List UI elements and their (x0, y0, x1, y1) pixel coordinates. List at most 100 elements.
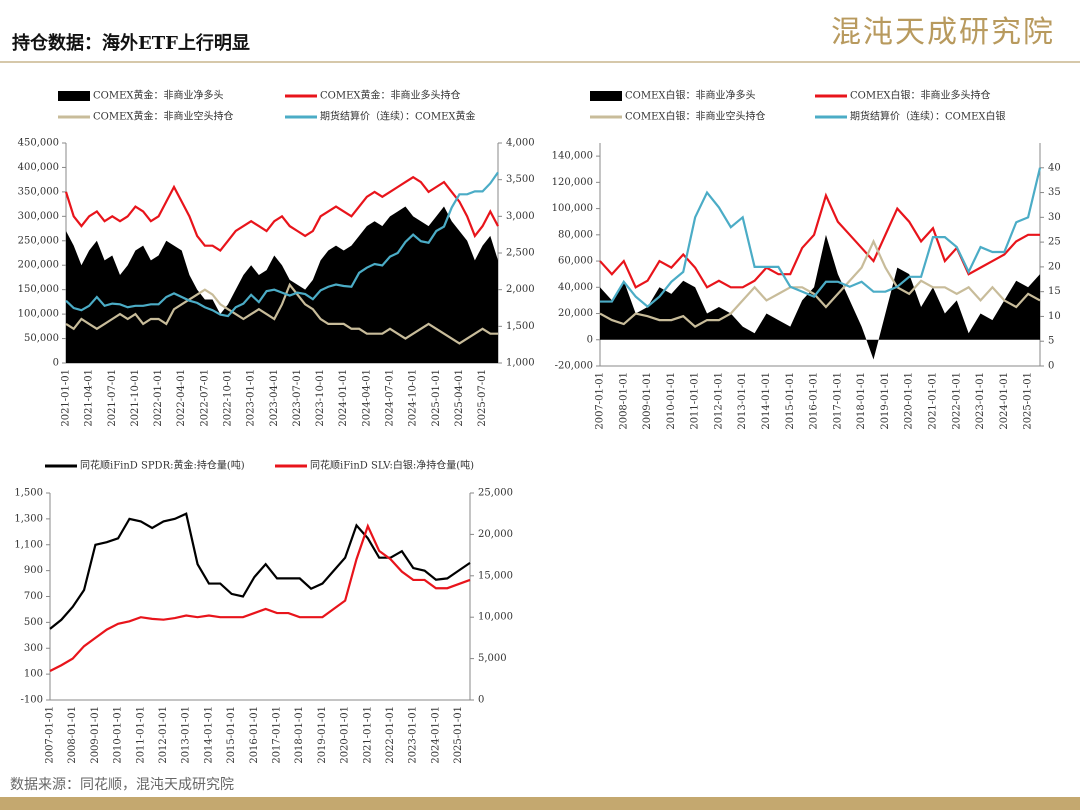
source-note: 数据来源：同花顺，混沌天成研究院 (10, 777, 234, 793)
y2-tick-label: 2,500 (506, 248, 535, 259)
y2-tick-label: 0 (1048, 361, 1054, 372)
x-tick-label: 2018-01-01 (856, 372, 867, 430)
y-tick-label: 350,000 (18, 186, 59, 197)
area (600, 234, 1040, 360)
legend-label: 期货结算价（连续）：COMEX黄金 (320, 110, 476, 123)
x-tick-label: 2009-01-01 (90, 706, 101, 764)
line (49, 512, 471, 630)
legend-label: 同花顺iFinD SPDR:黄金:持仓量(吨) (80, 459, 245, 472)
y-tick-label: 500 (24, 617, 43, 628)
x-tick-label: 2023-01-01 (246, 369, 257, 427)
x-tick-label: 2023-07-01 (292, 369, 303, 427)
x-tick-label: 2024-10-01 (408, 369, 419, 427)
y2-tick-label: 10,000 (478, 612, 513, 623)
x-tick-label: 2015-01-01 (226, 706, 237, 764)
x-tick-label: 2014-01-01 (761, 372, 772, 430)
x-tick-label: 2010-01-01 (666, 372, 677, 430)
x-tick-label: 2024-04-01 (361, 369, 372, 427)
x-tick-label: 2011-01-01 (690, 372, 701, 430)
x-tick-label: 2025-01-01 (431, 369, 442, 427)
y2-tick-label: 20,000 (478, 529, 513, 540)
y2-tick-label: 15,000 (478, 570, 513, 581)
x-tick-label: 2021-07-01 (107, 369, 118, 427)
x-tick-label: 2013-01-01 (737, 372, 748, 430)
line (65, 171, 499, 318)
y2-tick-label: 0 (478, 695, 484, 706)
y-tick-label: 400,000 (18, 162, 59, 173)
x-tick-label: 2011-01-01 (135, 706, 146, 764)
y-tick-label: 250,000 (18, 235, 59, 246)
y-tick-label: 150,000 (18, 284, 59, 295)
y-tick-label: 120,000 (552, 177, 593, 188)
x-tick-label: 2017-01-01 (832, 372, 843, 430)
y-tick-label: 1,100 (14, 539, 43, 550)
x-tick-label: 2010-01-01 (113, 706, 124, 764)
slide-title: 持仓数据：海外ETF上行明显 (12, 32, 250, 54)
x-tick-label: 2023-01-01 (975, 372, 986, 430)
line (64, 175, 499, 253)
x-tick-label: 2012-01-01 (158, 706, 169, 764)
y2-tick-label: 20 (1048, 261, 1061, 272)
x-tick-label: 2023-10-01 (315, 369, 326, 427)
y-tick-label: 100 (24, 669, 43, 680)
x-tick-label: 2023-04-01 (269, 369, 280, 427)
y-tick-label: 1,300 (14, 513, 43, 524)
x-tick-label: 2008-01-01 (618, 372, 629, 430)
y-tick-label: 20,000 (558, 308, 593, 319)
x-tick-label: 2021-01-01 (61, 369, 72, 427)
x-tick-label: 2016-01-01 (809, 372, 820, 430)
y2-tick-label: 40 (1048, 162, 1061, 173)
line (49, 523, 471, 672)
y-tick-label: 900 (24, 565, 43, 576)
y2-tick-label: 35 (1048, 187, 1061, 198)
y-tick-label: 700 (24, 591, 43, 602)
y-tick-label: 200,000 (18, 260, 59, 271)
x-tick-label: 2018-01-01 (294, 706, 305, 764)
legend-label: COMEX白银：非商业净多头 (625, 89, 756, 102)
x-tick-label: 2024-01-01 (338, 369, 349, 427)
y-tick-label: 300,000 (18, 211, 59, 222)
y-tick-label: 100,000 (18, 309, 59, 320)
y2-tick-label: 3,500 (506, 174, 535, 185)
x-tick-label: 2022-07-01 (199, 369, 210, 427)
x-tick-label: 2007-01-01 (595, 372, 606, 430)
x-tick-label: 2024-07-01 (385, 369, 396, 427)
legend-label: COMEX黄金：非商业多头持仓 (320, 89, 461, 102)
x-tick-label: 2022-04-01 (176, 369, 187, 427)
x-tick-label: 2021-01-01 (362, 706, 373, 764)
y-tick-label: 450,000 (18, 138, 59, 149)
legend-swatch (58, 91, 90, 101)
x-tick-label: 2019-01-01 (880, 372, 891, 430)
legend-swatch (590, 91, 622, 101)
y-tick-label: 0 (587, 334, 593, 345)
y-tick-label: -100 (21, 695, 43, 706)
legend-label: 同花顺iFinD SLV:白银:净持仓量(吨) (310, 459, 474, 472)
legend-label: COMEX黄金：非商业空头持仓 (93, 110, 234, 123)
x-tick-label: 2025-01-01 (453, 706, 464, 764)
footer-bar (0, 797, 1080, 810)
x-tick-label: 2022-10-01 (223, 369, 234, 427)
x-tick-label: 2025-07-01 (477, 369, 488, 427)
x-tick-label: 2016-01-01 (249, 706, 260, 764)
y2-tick-label: 25 (1048, 237, 1061, 248)
x-tick-label: 2013-01-01 (181, 706, 192, 764)
y-tick-label: 300 (24, 643, 43, 654)
x-tick-label: 2022-01-01 (385, 706, 396, 764)
x-tick-label: 2022-01-01 (153, 369, 164, 427)
legend-label: COMEX白银：非商业空头持仓 (625, 110, 766, 123)
y-tick-label: 0 (53, 358, 59, 369)
x-tick-label: 2012-01-01 (713, 372, 724, 430)
y-tick-label: 1,500 (14, 488, 43, 499)
x-tick-label: 2024-01-01 (999, 372, 1010, 430)
y-tick-label: 140,000 (552, 151, 593, 162)
x-tick-label: 2023-01-01 (408, 706, 419, 764)
x-tick-label: 2021-01-01 (927, 372, 938, 430)
legend-label: COMEX黄金：非商业净多头 (93, 89, 224, 102)
x-tick-label: 2020-01-01 (340, 706, 351, 764)
legend-label: 期货结算价（连续）：COMEX白银 (850, 110, 1006, 123)
y2-tick-label: 1,000 (506, 358, 535, 369)
line (600, 167, 1042, 308)
area (66, 206, 498, 363)
logo: 混沌天成研究院 (831, 15, 1055, 50)
y2-tick-label: 5,000 (478, 653, 507, 664)
